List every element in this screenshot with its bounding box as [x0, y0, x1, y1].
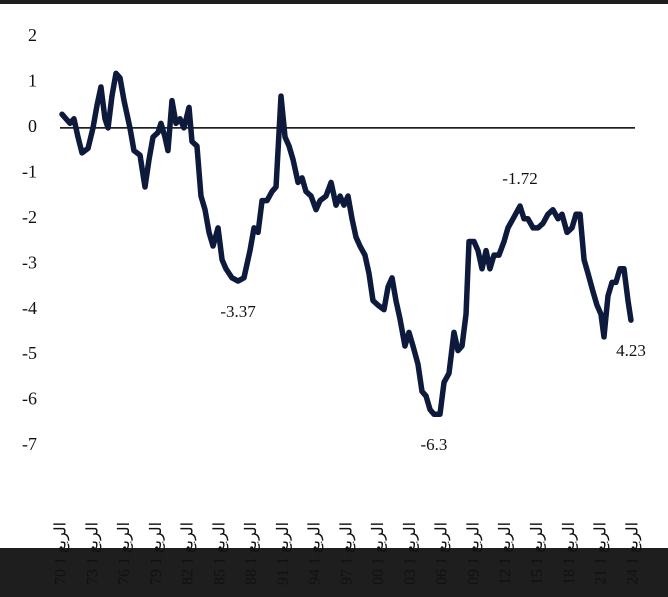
y-tick-label: -3 — [22, 252, 37, 272]
y-tick-label: 0 — [28, 116, 37, 136]
x-tick-label: 79 1 الربع — [148, 522, 165, 585]
x-tick-label: 70 1 الربع — [53, 522, 70, 585]
x-tick-label: 73 1 الربع — [84, 522, 101, 585]
y-tick-label: -7 — [22, 434, 37, 454]
x-tick-label: 76 1 الربع — [116, 522, 133, 585]
value-label: 4.23 — [616, 341, 646, 360]
bottom-band — [0, 548, 668, 597]
y-tick-label: -6 — [22, 389, 37, 409]
x-tick-label: 06 1 الربع — [434, 522, 451, 585]
x-tick-label: 85 1 الربع — [211, 522, 228, 585]
x-tick-label: 97 1 الربع — [338, 522, 355, 585]
x-tick-label: 18 1 الربع — [561, 522, 578, 585]
x-tick-label: 91 1 الربع — [275, 522, 292, 585]
y-tick-label: -5 — [22, 343, 37, 363]
x-tick-label: 24 1 الربع — [624, 522, 641, 585]
data-line — [59, 70, 634, 417]
x-tick-label: 15 1 الربع — [529, 522, 546, 585]
x-tick-label: 12 1 الربع — [497, 522, 514, 585]
x-tick-label: 09 1 الربع — [465, 522, 482, 585]
x-tick-label: 00 1 الربع — [370, 522, 387, 585]
y-tick-label: 2 — [28, 25, 37, 45]
value-label: -3.37 — [220, 302, 256, 321]
value-label: -6.3 — [421, 435, 448, 454]
y-tick-label: -2 — [22, 207, 37, 227]
top-border — [0, 0, 668, 4]
y-tick-label: -1 — [22, 161, 37, 181]
x-tick-label: 03 1 الربع — [402, 522, 419, 585]
x-tick-label: 94 1 الربع — [307, 522, 324, 585]
x-tick-label: 82 1 الربع — [180, 522, 197, 585]
y-tick-label: -4 — [22, 298, 37, 318]
value-label: -1.72 — [502, 169, 537, 188]
x-tick-label: 88 1 الربع — [243, 522, 260, 585]
y-tick-label: 1 — [28, 71, 37, 91]
x-tick-label: 21 1 الربع — [593, 522, 610, 585]
